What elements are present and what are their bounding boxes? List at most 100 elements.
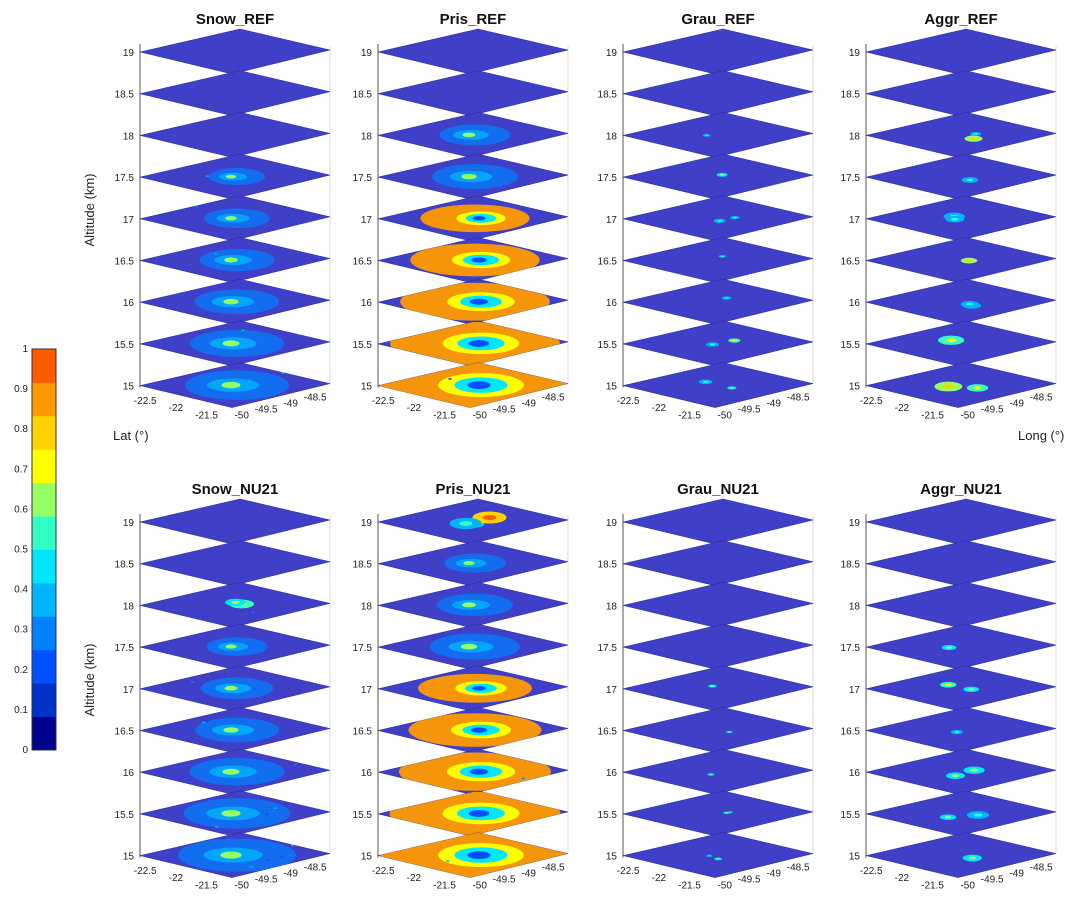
slice-plane <box>865 112 1057 158</box>
field-blobs <box>707 773 715 776</box>
lon-tick: -49.5 <box>493 875 516 886</box>
panel-title: Grau_NU21 <box>677 481 759 498</box>
slice-19 <box>622 498 814 545</box>
lat-tick: -22.5 <box>134 866 157 877</box>
slice-plane <box>377 70 569 116</box>
altitude-tick: 18 <box>361 131 373 142</box>
lat-tick: -21.5 <box>678 410 701 421</box>
altitude-tick: 17 <box>361 215 373 226</box>
altitude-tick: 18 <box>606 131 618 142</box>
altitude-tick: 15.5 <box>115 810 135 821</box>
colorbar: 1 0.9 0.8 0.7 0.6 0.5 0.4 0.3 0.2 0.1 0 <box>14 344 57 756</box>
slice-16 <box>865 748 1057 795</box>
field-blobs <box>187 717 279 743</box>
altitude-tick: 16.5 <box>115 727 135 738</box>
slice-19 <box>139 28 331 75</box>
altitude-tick: 15.5 <box>353 340 373 351</box>
colorbar-tick: 0.3 <box>14 625 28 636</box>
lon-tick: -50 <box>472 881 487 892</box>
field-blobs <box>716 172 728 177</box>
lat-tick: -22 <box>652 873 667 884</box>
altitude-tick: 16 <box>849 768 861 779</box>
slice-16 <box>622 278 814 325</box>
slice-17.5 <box>865 623 1057 670</box>
panel-snow_ref: Snow_REF 19 18.5 18 17.5 17 16.5 16 15.5 15 -22.5 -… <box>115 11 331 422</box>
altitude-tick: 17 <box>849 215 861 226</box>
lat-tick: -22.5 <box>860 396 883 407</box>
slice-plane <box>377 28 569 75</box>
altitude-tick: 19 <box>849 48 861 59</box>
slice-15 <box>622 832 814 878</box>
field-blobs <box>723 811 734 815</box>
field-blobs <box>962 854 983 862</box>
altitude-tick: 19 <box>361 48 373 59</box>
altitude-tick: 17.5 <box>353 643 373 654</box>
slice-16 <box>377 748 569 795</box>
altitude-tick: 18 <box>361 601 373 612</box>
field-blobs <box>713 215 740 223</box>
colorbar-tick: 0.7 <box>14 464 28 475</box>
lon-tick: -49 <box>1009 399 1024 410</box>
lon-tick: -49 <box>521 869 536 880</box>
slice-plane <box>622 153 814 200</box>
colorbar-tick: 0.8 <box>14 424 28 435</box>
slice-17 <box>865 665 1057 712</box>
altitude-tick: 16.5 <box>598 727 618 738</box>
lon-tick: -49 <box>521 399 536 410</box>
lat-tick: -21.5 <box>921 880 944 891</box>
altitude-tick: 15.5 <box>841 810 861 821</box>
lon-tick: -50 <box>472 411 487 422</box>
slice-17 <box>377 195 569 242</box>
slice-plane <box>865 28 1057 75</box>
field-blobs <box>950 729 964 735</box>
slice-18 <box>865 582 1057 628</box>
altitude-tick: 16 <box>123 768 135 779</box>
colorbar-band <box>32 549 56 584</box>
slice-18.5 <box>377 540 569 586</box>
altitude-tick: 16 <box>361 298 373 309</box>
colorbar-tick: 0 <box>22 745 28 756</box>
lat-tick: -21.5 <box>195 880 218 891</box>
panel-title: Aggr_NU21 <box>920 481 1002 498</box>
panel-title: Grau_REF <box>681 11 754 28</box>
slice-18.5 <box>622 70 814 116</box>
z-axis-label-top: Altitude (km) <box>82 174 97 247</box>
field-blobs <box>410 243 540 277</box>
altitude-tick: 18.5 <box>841 560 861 571</box>
altitude-tick: 18 <box>606 601 618 612</box>
panel-title: Pris_NU21 <box>435 481 510 498</box>
slice-18.5 <box>865 540 1057 586</box>
colorbar-tick: 0.2 <box>14 665 28 676</box>
slice-plane <box>622 362 814 408</box>
field-blobs <box>199 248 275 272</box>
field-blobs <box>206 637 268 656</box>
field-blobs <box>178 838 296 872</box>
field-blobs <box>205 167 265 186</box>
slice-16 <box>622 748 814 795</box>
colorbar-frame <box>31 348 57 751</box>
panel-aggr_ref: Aggr_REF 19 18.5 18 17.5 17 16.5 16 15.5 15 -22.5 -… <box>841 11 1057 422</box>
slice-plane <box>622 832 814 878</box>
lon-tick: -48.5 <box>304 393 327 404</box>
field-blobs <box>726 730 733 734</box>
panel-snow_nu21: Snow_NU21 19 18.5 18 17.5 17 16.5 16 15.5 15 -22.5… <box>115 481 331 892</box>
altitude-tick: 18.5 <box>841 90 861 101</box>
altitude-tick: 17.5 <box>353 173 373 184</box>
lat-tick: -22 <box>407 873 422 884</box>
colorbar-band <box>32 482 56 517</box>
field-blobs <box>188 758 297 786</box>
slice-15 <box>622 362 814 408</box>
altitude-tick: 19 <box>606 48 618 59</box>
altitude-tick: 17.5 <box>115 173 135 184</box>
colorbar-band <box>32 449 56 484</box>
slice-15.5 <box>865 790 1057 837</box>
slice-16.5 <box>377 707 569 753</box>
lat-tick: -21.5 <box>921 410 944 421</box>
lon-tick: -50 <box>960 411 975 422</box>
slice-16.5 <box>139 707 331 753</box>
field-blobs <box>945 766 985 780</box>
field-blobs <box>941 645 957 651</box>
lon-tick: -49.5 <box>981 405 1004 416</box>
lon-tick: -48.5 <box>304 863 327 874</box>
field-blobs <box>937 335 965 345</box>
